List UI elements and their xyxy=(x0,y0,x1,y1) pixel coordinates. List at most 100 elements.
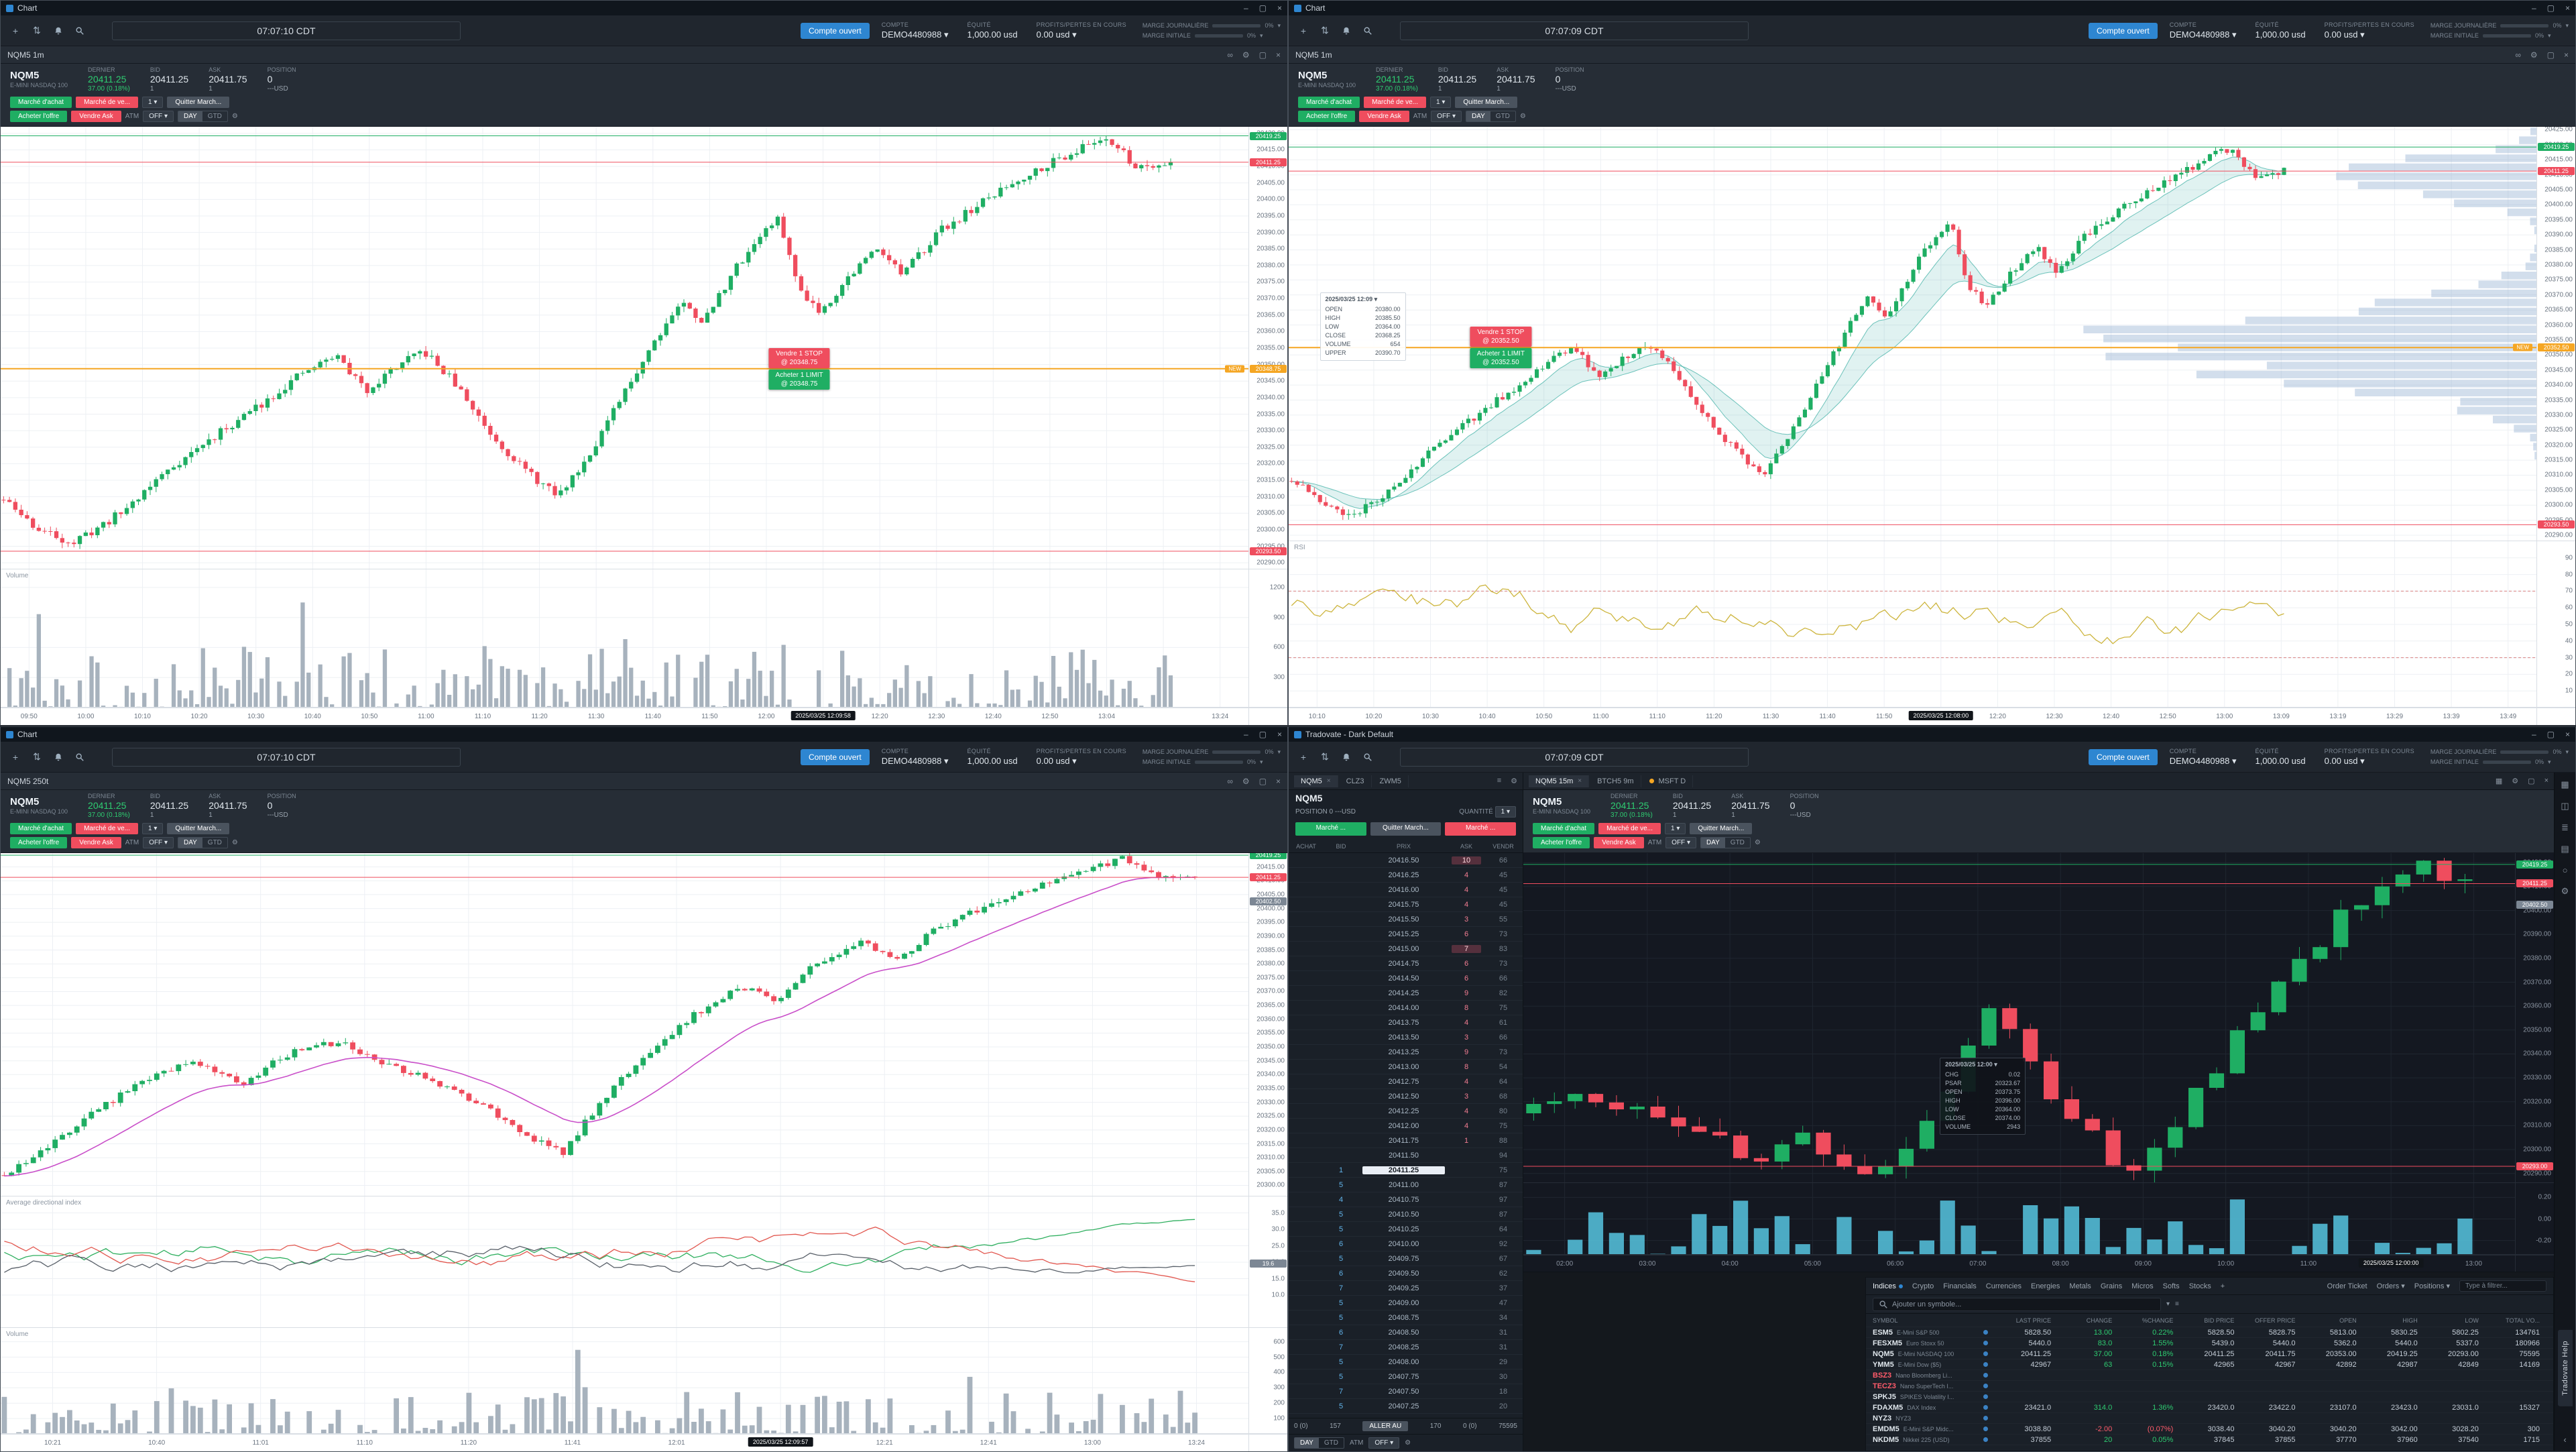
watchlist-row[interactable]: NKDM5 Nikkei 225 (USD) 37855 20 0.05% 37845 37… xyxy=(1866,1435,2553,1445)
q4-lower-plot[interactable] xyxy=(1523,1183,2515,1254)
maximize-icon[interactable]: ▢ xyxy=(2546,50,2555,60)
search-icon[interactable] xyxy=(72,749,88,765)
chart-area[interactable]: 2025/03/25 12:00 ▾ CHG 0.02 PSAR 20323.67 OPE… xyxy=(1523,853,2554,1272)
time-display[interactable]: 07:07:09 CDT xyxy=(1400,747,1749,767)
dom-tab[interactable]: CLZ3 xyxy=(1340,775,1372,787)
dom-row[interactable]: 4 20410.75 97 xyxy=(1289,1192,1523,1207)
help-tab[interactable]: Tradovate Help xyxy=(2557,1330,2573,1406)
minimize-button[interactable]: – xyxy=(2531,730,2536,739)
add-icon[interactable]: + xyxy=(1300,25,1307,36)
dom-row[interactable]: 5 20410.50 87 xyxy=(1289,1207,1523,1222)
buy-bid-button[interactable]: Acheter l'offre xyxy=(10,837,68,848)
account-open-button[interactable]: Compte ouvert xyxy=(801,748,870,765)
watchlist-row[interactable]: FDAXM5 DAX Index 23421.0 314.0 1.36% 23420.0 2… xyxy=(1866,1402,2553,1413)
dom-atm-select[interactable]: OFF ▾ xyxy=(1368,1437,1400,1449)
dom-row[interactable]: 7 20409.25 37 xyxy=(1289,1281,1523,1296)
dom-row[interactable]: 20414.50 6 66 xyxy=(1289,971,1523,986)
q2-rsi-plot[interactable]: RSI xyxy=(1289,541,2536,707)
atm-select[interactable]: OFF ▾ xyxy=(1665,837,1696,848)
dom-tab[interactable]: ZWM5 xyxy=(1373,775,1409,787)
chart-area[interactable]: NEW Vendre 1 STOP @ 20348.75 Acheter 1 LIMI… xyxy=(1,127,1287,725)
close-icon[interactable]: × xyxy=(1275,776,1281,786)
clock-icon[interactable]: ○ xyxy=(2562,865,2568,875)
transfer-icon[interactable]: ⇅ xyxy=(1321,751,1329,762)
maximize-icon[interactable]: ▢ xyxy=(1258,50,1267,60)
dom-row[interactable]: 20416.50 10 66 xyxy=(1289,853,1523,868)
pnl-display[interactable]: PROFITS/PERTES EN COURS 0.00 usd ▾ xyxy=(2324,747,2414,766)
dom-quantity-select[interactable]: 1 ▾ xyxy=(1495,805,1516,818)
search-icon[interactable] xyxy=(1360,749,1376,765)
dom-row[interactable]: 20413.25 9 73 xyxy=(1289,1045,1523,1060)
time-display[interactable]: 07:07:09 CDT xyxy=(1400,21,1749,40)
watchlist-row[interactable]: YMM5 E-Mini Dow ($5) 42967 63 0.15% 42965 4296… xyxy=(1866,1359,2553,1370)
dom-goto-button[interactable]: ALLER AU xyxy=(1362,1421,1409,1431)
tif-toggle[interactable]: DAY GTD xyxy=(1700,837,1751,848)
dom-icon[interactable]: ≣ xyxy=(2561,822,2569,832)
search-icon[interactable] xyxy=(72,23,88,39)
close-button[interactable]: × xyxy=(2565,3,2570,13)
bell-icon[interactable] xyxy=(50,23,66,39)
add-icon[interactable]: + xyxy=(1300,751,1307,763)
window-titlebar[interactable]: Chart – ▢ × xyxy=(1289,1,2575,15)
atm-select[interactable]: OFF ▾ xyxy=(1431,111,1462,122)
dom-row[interactable]: 20413.00 8 54 xyxy=(1289,1060,1523,1074)
dom-row[interactable]: 7 20407.50 18 xyxy=(1289,1384,1523,1399)
dom-row[interactable]: 5 20407.75 30 xyxy=(1289,1370,1523,1384)
pnl-display[interactable]: PROFITS/PERTES EN COURS 0.00 usd ▾ xyxy=(1036,747,1126,766)
close-button[interactable]: × xyxy=(2565,730,2570,739)
watchlist-tab-crypto[interactable]: Crypto xyxy=(1912,1282,1934,1290)
gear-icon[interactable]: ⚙ xyxy=(1511,777,1517,785)
panel-tab-order-ticket[interactable]: Order Ticket xyxy=(2327,1282,2367,1290)
dom-row[interactable]: 20416.25 4 45 xyxy=(1289,868,1523,883)
buy-market-button[interactable]: Marché d'achat xyxy=(10,823,72,834)
collapse-sidebar-button[interactable]: ‹ xyxy=(2563,1435,2567,1445)
watchlist-tab-metals[interactable]: Metals xyxy=(2069,1282,2091,1290)
time-display[interactable]: 07:07:10 CDT xyxy=(112,21,461,40)
account-selector[interactable]: COMPTE DEMO4480988 ▾ xyxy=(2169,747,2237,766)
watchlist-row[interactable]: TECZ3 Nano SuperTech I... xyxy=(1866,1381,2553,1392)
transfer-icon[interactable]: ⇅ xyxy=(1321,25,1329,36)
watchlist-tab-micros[interactable]: Micros xyxy=(2131,1282,2154,1290)
dom-row[interactable]: 5 20408.00 29 xyxy=(1289,1355,1523,1370)
quantity-select[interactable]: 1 ▾ xyxy=(141,823,164,834)
link-icon[interactable]: ∞ xyxy=(1227,776,1233,786)
atm-select[interactable]: OFF ▾ xyxy=(143,111,174,122)
dom-row[interactable]: 6 20408.50 31 xyxy=(1289,1325,1523,1340)
chart-icon[interactable]: ◫ xyxy=(2561,801,2569,811)
sell-stop-order-label[interactable]: Vendre 1 STOP @ 20352.50 xyxy=(1470,327,1531,347)
close-button[interactable]: × xyxy=(1277,730,1282,739)
dom-row[interactable]: 20412.50 3 68 xyxy=(1289,1089,1523,1104)
watchlist-tab-stocks[interactable]: Stocks xyxy=(2188,1282,2211,1290)
close-icon[interactable]: × xyxy=(2563,50,2569,60)
order-marker[interactable]: Vendre 1 STOP @ 20348.75 Acheter 1 LIMIT @ … xyxy=(768,347,830,390)
buy-bid-button[interactable]: Acheter l'offre xyxy=(1533,837,1590,848)
dom-row[interactable]: 20412.00 4 75 xyxy=(1289,1119,1523,1133)
dom-row[interactable]: 5 20409.75 67 xyxy=(1289,1251,1523,1266)
dom-row[interactable]: 20414.75 6 73 xyxy=(1289,956,1523,971)
dom-row[interactable]: 20411.75 1 88 xyxy=(1289,1133,1523,1148)
minimize-button[interactable]: – xyxy=(1243,730,1248,739)
watchlist-row[interactable]: FESXM5 Euro Stoxx 50 5440.0 83.0 1.55% 5439.0… xyxy=(1866,1338,2553,1349)
menu-icon[interactable]: ≡ xyxy=(1497,777,1502,785)
gear-icon[interactable]: ⚙ xyxy=(2512,777,2519,785)
tif-toggle[interactable]: DAY GTD xyxy=(177,837,228,848)
link-icon[interactable]: ∞ xyxy=(2515,50,2521,60)
order-marker[interactable]: Vendre 1 STOP @ 20352.50 Acheter 1 LIMIT @ … xyxy=(1470,327,1531,369)
minimize-button[interactable]: – xyxy=(2531,3,2536,13)
sell-market-button[interactable]: Marché de ve... xyxy=(76,97,138,108)
dom-ladder[interactable]: 20416.50 10 66 20416.25 4 45 20416.00 4 45 20415.… xyxy=(1289,853,1523,1418)
dom-row[interactable]: 20413.50 3 66 xyxy=(1289,1030,1523,1045)
orders-icon[interactable]: ▤ xyxy=(2561,844,2569,854)
gear-icon[interactable]: ⚙ xyxy=(2530,50,2538,60)
modules-grid-icon[interactable]: ▦ xyxy=(2561,779,2569,789)
pnl-display[interactable]: PROFITS/PERTES EN COURS 0.00 usd ▾ xyxy=(2324,21,2414,40)
chart-tab[interactable]: MSFT D xyxy=(1643,775,1694,787)
q1-volume-plot[interactable]: Volume xyxy=(1,569,1248,707)
dom-row[interactable]: 20414.00 8 75 xyxy=(1289,1001,1523,1015)
tab-close-icon[interactable]: × xyxy=(1578,777,1582,785)
dom-tif-toggle[interactable]: DAY GTD xyxy=(1294,1437,1344,1449)
close-button[interactable]: × xyxy=(1277,3,1282,13)
chart-area[interactable]: 20300.00 20305.00 20310.00 20315.00 20320.00… xyxy=(1,853,1287,1451)
buy-bid-button[interactable]: Acheter l'offre xyxy=(1298,111,1356,122)
pnl-display[interactable]: PROFITS/PERTES EN COURS 0.00 usd ▾ xyxy=(1036,21,1126,40)
